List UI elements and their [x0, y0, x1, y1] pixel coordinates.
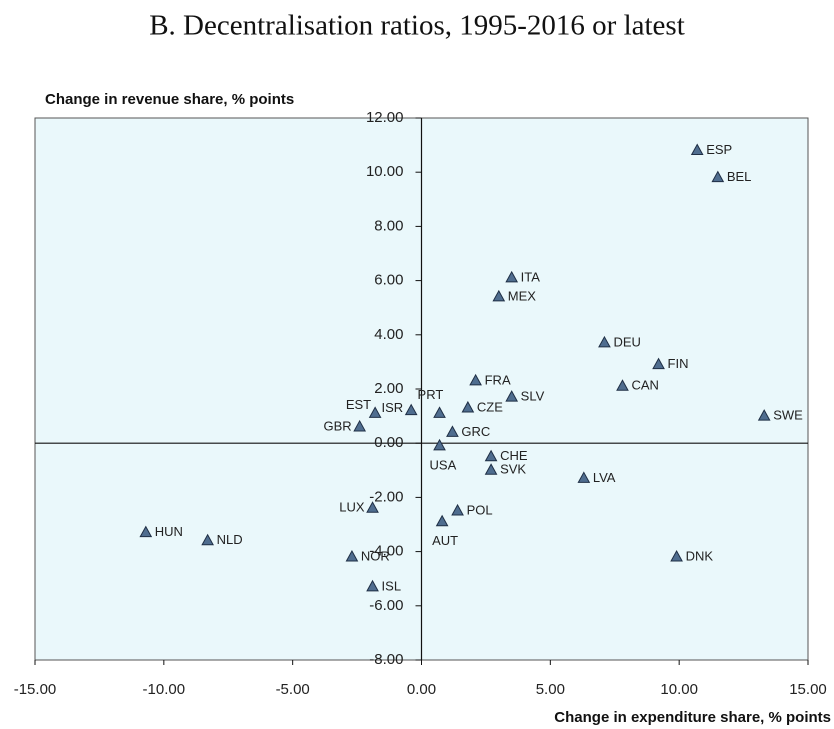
point-label: FRA [485, 372, 511, 387]
y-tick-label: -6.00 [369, 597, 403, 614]
y-tick-label: 2.00 [374, 380, 403, 397]
marker [484, 463, 498, 475]
point-label: CZE [477, 399, 503, 414]
marker [670, 549, 683, 562]
x-tick-label: -5.00 [276, 681, 310, 698]
marker [711, 170, 725, 183]
point-label: ISL [382, 578, 402, 593]
y-tick-label: 8.00 [374, 217, 403, 234]
marker [353, 419, 367, 432]
marker [366, 579, 379, 592]
point-label: FIN [668, 356, 689, 371]
point-label: GBR [323, 418, 351, 433]
marker [433, 406, 446, 418]
point-label: POL [467, 502, 493, 517]
y-tick-label: 12.00 [366, 109, 404, 126]
marker [461, 400, 475, 413]
point-label: SLV [521, 389, 545, 404]
marker [690, 143, 704, 156]
marker [201, 533, 214, 546]
y-tick-label: 4.00 [374, 326, 403, 343]
x-tick-label: 5.00 [536, 681, 565, 698]
x-tick-label: 15.00 [789, 681, 827, 698]
marker [433, 438, 446, 451]
x-tick-label: -10.00 [143, 681, 186, 698]
point-label: SWE [773, 408, 803, 423]
marker [505, 390, 519, 402]
y-tick-label: -2.00 [369, 488, 403, 505]
point-label: CAN [631, 378, 658, 393]
marker [652, 357, 665, 370]
point-label: ISR [382, 400, 404, 415]
x-tick-label: -15.00 [14, 681, 57, 698]
marker [505, 270, 519, 283]
point-label: NOR [361, 548, 390, 563]
x-tick-label: 10.00 [660, 681, 698, 698]
y-tick-label: -8.00 [369, 651, 403, 668]
point-label: BEL [727, 169, 752, 184]
point-label: HUN [155, 524, 183, 539]
point-label: AUT [432, 533, 458, 548]
point-label: ITA [521, 269, 541, 284]
y-axis-title: Change in revenue share, % points [45, 91, 294, 108]
marker [368, 406, 382, 418]
marker [469, 373, 482, 386]
point-label: SVK [500, 462, 526, 477]
marker [139, 525, 153, 538]
marker [366, 501, 379, 513]
chart-title: B. Decentralisation ratios, 1995-2016 or… [149, 10, 685, 42]
marker [492, 289, 506, 302]
point-label: MEX [508, 288, 537, 303]
point-label: DNK [686, 548, 714, 563]
point-label: DEU [613, 334, 640, 349]
marker [616, 379, 629, 391]
marker [404, 403, 418, 416]
point-label: CHE [500, 448, 528, 463]
point-label: ESP [706, 142, 732, 157]
marker [598, 335, 611, 348]
point-label: LVA [593, 470, 616, 485]
marker [345, 549, 359, 562]
point-label: NLD [217, 532, 243, 547]
marker [446, 425, 459, 437]
point-label: LUX [339, 500, 365, 515]
point-label: GRC [461, 424, 490, 439]
marker [757, 409, 771, 421]
x-tick-label: 0.00 [407, 681, 436, 698]
y-tick-label: 10.00 [366, 163, 404, 180]
point-label: EST [346, 397, 371, 412]
point-label: USA [430, 457, 457, 472]
y-tick-label: 0.00 [374, 434, 403, 451]
x-axis-title: Change in expenditure share, % points [554, 709, 831, 726]
marker [577, 471, 591, 483]
marker [435, 514, 449, 527]
point-label: PRT [418, 387, 444, 402]
marker [484, 449, 498, 462]
marker [451, 503, 464, 516]
y-tick-label: -4.00 [369, 543, 403, 560]
y-tick-label: 6.00 [374, 272, 403, 289]
